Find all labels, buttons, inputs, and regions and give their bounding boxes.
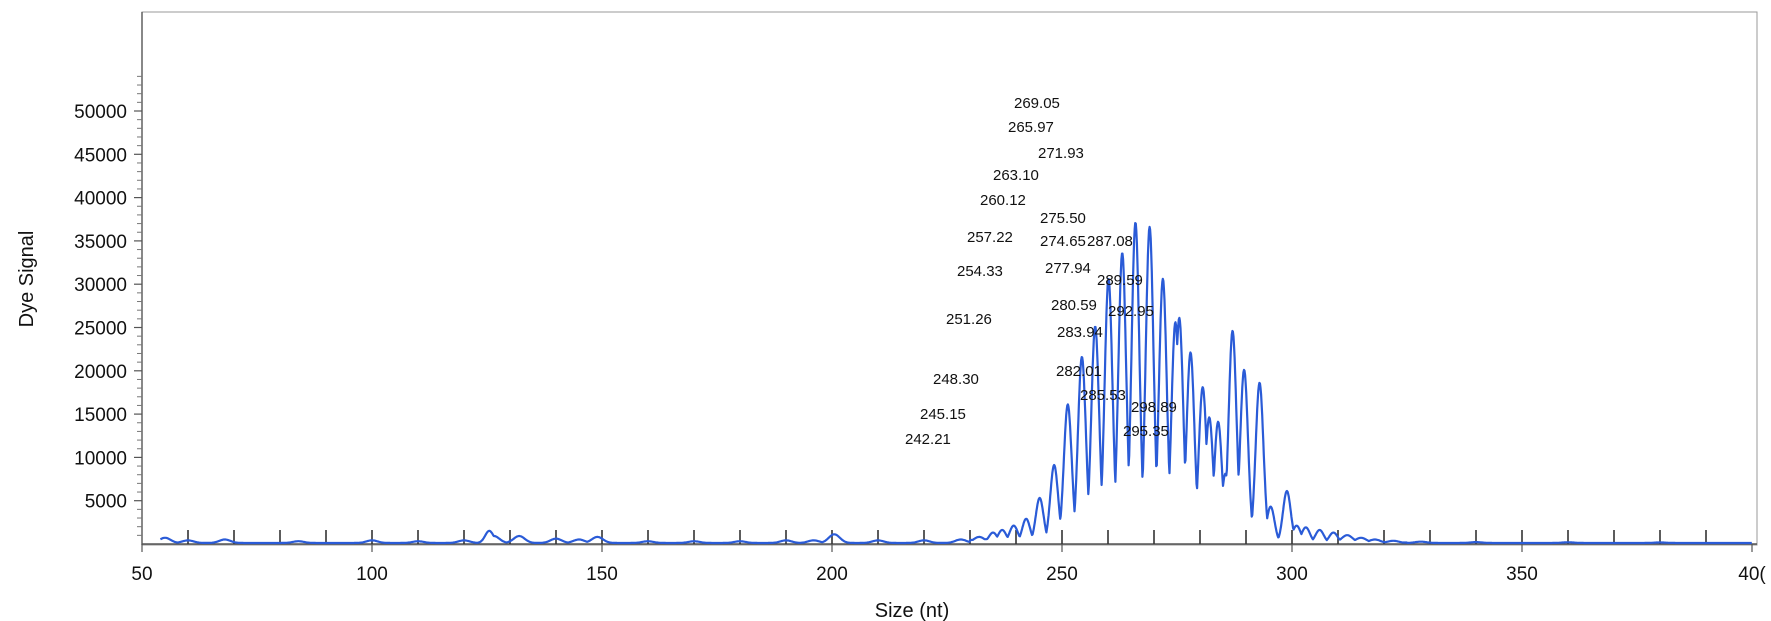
- x-tick-label: 250: [1046, 564, 1078, 585]
- y-tick-label: 10000: [74, 448, 127, 469]
- peak-label: 271.93: [1038, 145, 1084, 162]
- plot-frame: [141, 11, 1758, 546]
- peak-label: 283.94: [1057, 324, 1103, 341]
- y-tick-label: 5000: [85, 492, 127, 513]
- y-minor-ticks: [137, 75, 142, 536]
- peak-label: 245.15: [920, 406, 966, 423]
- x-axis-title: Size (nt): [875, 600, 949, 621]
- peak-label: 242.21: [905, 431, 951, 448]
- x-tick-label: 300: [1276, 564, 1308, 585]
- x-tick-label: 50: [131, 564, 152, 585]
- peak-label: 269.05: [1014, 95, 1060, 112]
- x-tick-label: 350: [1506, 564, 1538, 585]
- y-tick-label: 35000: [74, 232, 127, 253]
- peak-label: 280.59: [1051, 297, 1097, 314]
- y-tick-label: 20000: [74, 362, 127, 383]
- y-tick-label: 25000: [74, 319, 127, 340]
- peak-label: 248.30: [933, 371, 979, 388]
- y-tick-label: 15000: [74, 405, 127, 426]
- peak-label: 263.10: [993, 167, 1039, 184]
- x-inner-ticks: [187, 530, 1707, 544]
- peak-label: 285.53: [1080, 387, 1126, 404]
- peak-label: 295.35: [1123, 423, 1169, 440]
- x-tick-label: 100: [356, 564, 388, 585]
- dye-signal-trace: [159, 222, 1753, 545]
- x-tick-label: 200: [816, 564, 848, 585]
- x-tick-label: 150: [586, 564, 618, 585]
- peak-label: 265.97: [1008, 119, 1054, 136]
- peak-label: 251.26: [946, 311, 992, 328]
- y-tick-label: 50000: [74, 102, 127, 123]
- y-axis-title: Dye Signal: [16, 231, 38, 328]
- peak-label: 275.50: [1040, 210, 1086, 227]
- x-tick-label: 40(: [1738, 564, 1766, 585]
- y-tick-label: 40000: [74, 189, 127, 210]
- peak-label: 257.22: [967, 229, 1013, 246]
- y-ticks: 5000 10000 15000 20000 25000 30000 35000 40000 4…: [74, 102, 142, 513]
- peak-label: 282.01: [1056, 363, 1102, 380]
- peak-label: 274.65: [1040, 233, 1086, 250]
- peak-label: 254.33: [957, 263, 1003, 280]
- peak-label: 277.94: [1045, 260, 1091, 277]
- peak-label: 287.08: [1087, 233, 1133, 250]
- y-tick-label: 45000: [74, 145, 127, 166]
- peak-label: 298.89: [1131, 399, 1177, 416]
- x-ticks: 50 100 150 200 250 300 350 40(: [131, 544, 1766, 585]
- peak-label: 260.12: [980, 192, 1026, 209]
- peak-label: 289.59: [1097, 272, 1143, 289]
- peak-label: 292.95: [1108, 303, 1154, 320]
- peak-labels: 242.21 245.15 248.30 251.26 254.33 257.22 260.…: [905, 95, 1177, 448]
- y-tick-label: 30000: [74, 275, 127, 296]
